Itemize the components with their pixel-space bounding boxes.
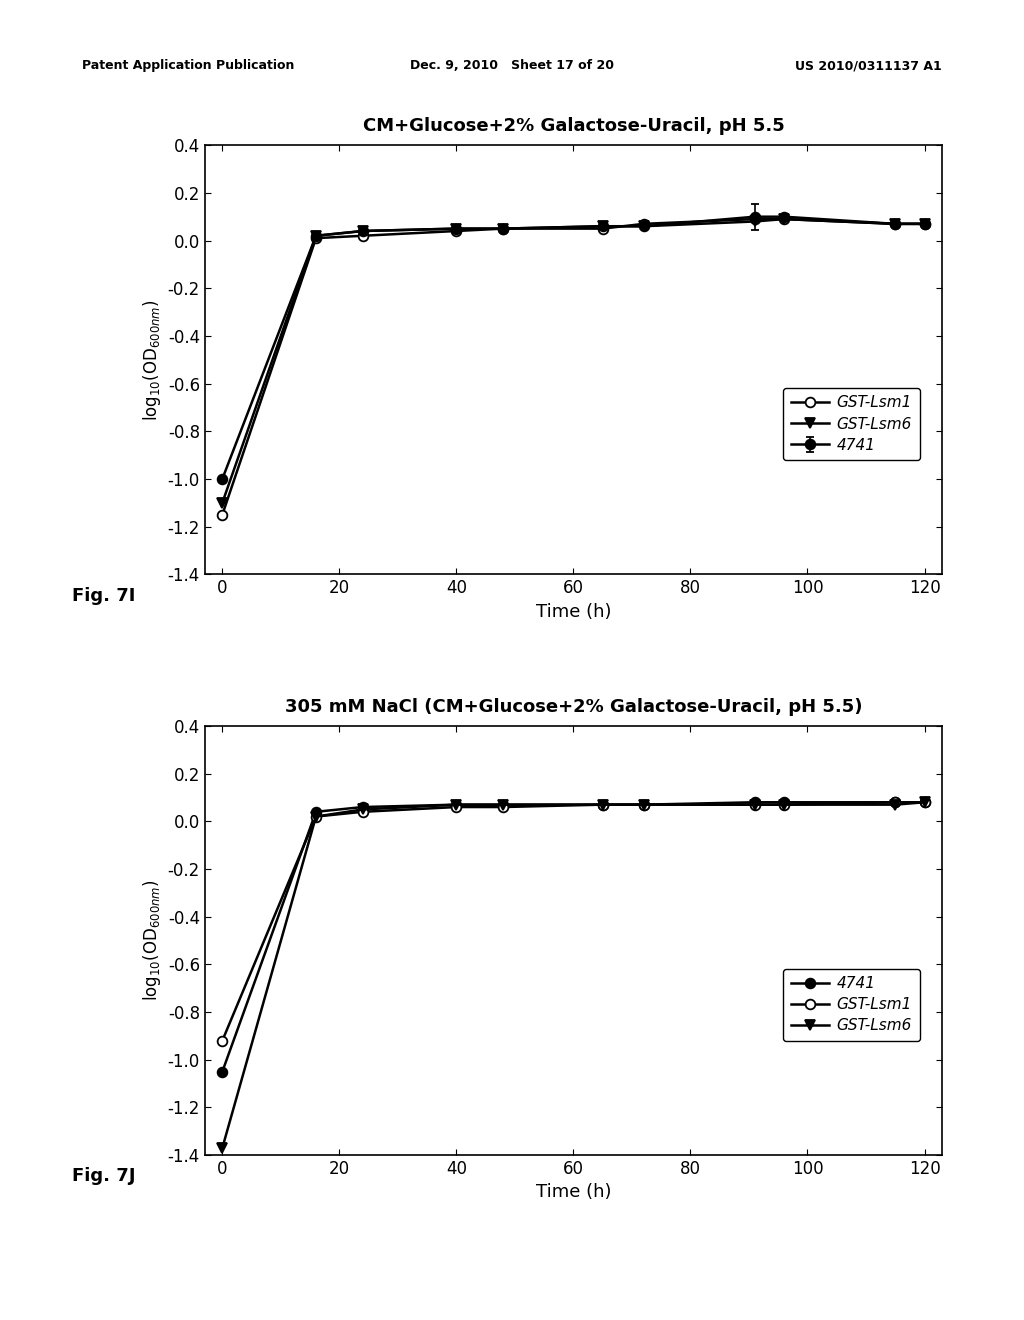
Text: Patent Application Publication: Patent Application Publication [82, 59, 294, 73]
Legend: GST-Lsm1, GST-Lsm6, 4741: GST-Lsm1, GST-Lsm6, 4741 [783, 388, 920, 461]
GST-Lsm1 [889, 216, 901, 232]
GST-Lsm1 [310, 230, 323, 246]
4741 [597, 797, 609, 813]
GST-Lsm6 [216, 495, 228, 511]
Line: GST-Lsm6: GST-Lsm6 [217, 797, 930, 1152]
GST-Lsm1 [451, 799, 463, 814]
GST-Lsm6 [889, 216, 901, 232]
GST-Lsm6 [356, 801, 369, 817]
GST-Lsm1 [919, 216, 931, 232]
4741 [356, 799, 369, 814]
GST-Lsm1 [451, 223, 463, 239]
Text: Fig. 7I: Fig. 7I [72, 586, 135, 605]
GST-Lsm6 [216, 1140, 228, 1156]
Legend: 4741, GST-Lsm1, GST-Lsm6: 4741, GST-Lsm1, GST-Lsm6 [783, 969, 920, 1041]
4741 [638, 797, 650, 813]
4741 [451, 797, 463, 813]
GST-Lsm6 [497, 220, 509, 236]
GST-Lsm6 [778, 797, 791, 813]
X-axis label: Time (h): Time (h) [536, 603, 611, 620]
4741 [216, 1064, 228, 1080]
GST-Lsm1 [749, 211, 761, 227]
GST-Lsm1 [778, 211, 791, 227]
GST-Lsm1 [889, 795, 901, 810]
GST-Lsm6 [749, 214, 761, 230]
GST-Lsm1 [919, 795, 931, 810]
GST-Lsm1 [638, 797, 650, 813]
GST-Lsm6 [451, 220, 463, 236]
GST-Lsm6 [597, 218, 609, 234]
GST-Lsm6 [310, 228, 323, 244]
GST-Lsm6 [356, 223, 369, 239]
4741 [749, 795, 761, 810]
Title: CM+Glucose+2% Galactose-Uracil, pH 5.5: CM+Glucose+2% Galactose-Uracil, pH 5.5 [362, 117, 784, 136]
Text: Fig. 7J: Fig. 7J [72, 1167, 135, 1185]
4741 [497, 797, 509, 813]
GST-Lsm1 [216, 1032, 228, 1048]
GST-Lsm1 [356, 804, 369, 820]
4741 [310, 804, 323, 820]
Line: GST-Lsm1: GST-Lsm1 [217, 797, 930, 1045]
GST-Lsm6 [638, 218, 650, 234]
4741 [889, 795, 901, 810]
GST-Lsm1 [597, 797, 609, 813]
GST-Lsm1 [356, 228, 369, 244]
4741 [778, 795, 791, 810]
GST-Lsm1 [216, 507, 228, 523]
GST-Lsm1 [638, 216, 650, 232]
GST-Lsm6 [889, 797, 901, 813]
GST-Lsm1 [778, 797, 791, 813]
GST-Lsm1 [497, 799, 509, 814]
GST-Lsm6 [310, 809, 323, 825]
GST-Lsm1 [597, 220, 609, 236]
GST-Lsm6 [778, 211, 791, 227]
X-axis label: Time (h): Time (h) [536, 1184, 611, 1201]
4741 [919, 795, 931, 810]
GST-Lsm6 [919, 795, 931, 810]
Line: 4741: 4741 [217, 797, 930, 1076]
Line: GST-Lsm1: GST-Lsm1 [217, 214, 930, 520]
Text: US 2010/0311137 A1: US 2010/0311137 A1 [796, 59, 942, 73]
GST-Lsm6 [919, 216, 931, 232]
GST-Lsm1 [497, 220, 509, 236]
Line: GST-Lsm6: GST-Lsm6 [217, 214, 930, 508]
Title: 305 mM NaCl (CM+Glucose+2% Galactose-Uracil, pH 5.5): 305 mM NaCl (CM+Glucose+2% Galactose-Ura… [285, 698, 862, 717]
GST-Lsm1 [749, 797, 761, 813]
GST-Lsm6 [749, 797, 761, 813]
GST-Lsm6 [638, 797, 650, 813]
GST-Lsm6 [451, 797, 463, 813]
Y-axis label: log$_{10}$(OD$_{600nm}$): log$_{10}$(OD$_{600nm}$) [141, 298, 164, 421]
GST-Lsm1 [310, 809, 323, 825]
GST-Lsm6 [497, 797, 509, 813]
GST-Lsm6 [597, 797, 609, 813]
Text: Dec. 9, 2010   Sheet 17 of 20: Dec. 9, 2010 Sheet 17 of 20 [410, 59, 614, 73]
Y-axis label: log$_{10}$(OD$_{600nm}$): log$_{10}$(OD$_{600nm}$) [141, 879, 164, 1002]
